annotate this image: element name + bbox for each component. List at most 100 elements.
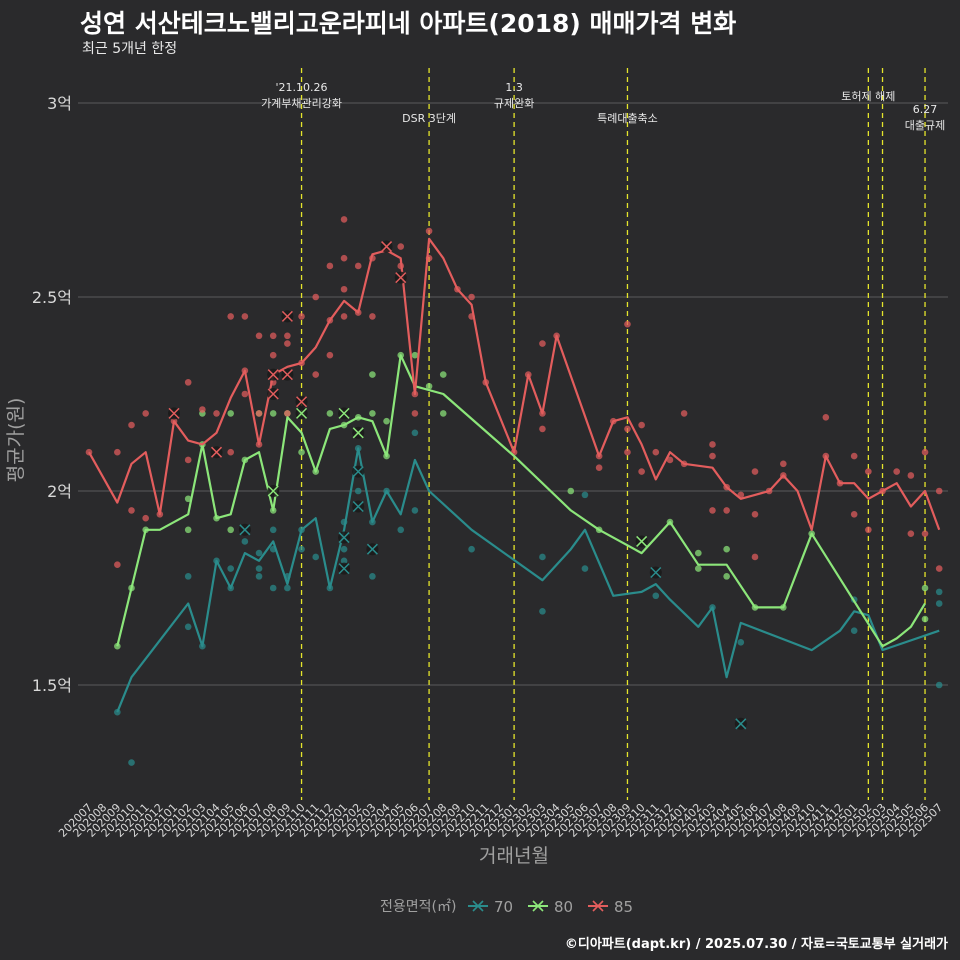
event-label: 1.3 [505,81,523,94]
y-tick-label: 2억 [47,482,72,501]
data-point-85 [680,410,688,417]
data-point-80 [921,584,929,592]
x-markers [168,240,747,730]
data-point-70 [312,553,320,561]
data-point-80 [411,351,419,359]
x-marker-85 [267,388,280,400]
data-point-80 [184,495,192,503]
data-point-80 [369,371,376,378]
data-point-70 [850,627,858,634]
data-point-85 [638,468,645,475]
y-tick-label: 3억 [47,94,72,113]
data-point-70 [539,607,546,615]
event-label: 대출규제 [905,119,945,132]
x-marker-85 [394,271,407,284]
legend-label: 70 [494,898,513,916]
chart-title: 성연 서산테크노밸리고운라피네 아파트(2018) 매매가격 변화 [80,9,737,38]
x-marker-70 [734,717,747,730]
x-marker-cross [239,524,251,536]
data-point-85 [128,507,135,514]
data-point-85 [128,421,135,429]
x-marker-80 [295,407,308,420]
data-point-80 [439,410,447,417]
data-point-70 [369,573,376,580]
event-label: '21.10.26 [276,81,328,94]
data-point-80 [723,545,730,553]
data-point-70 [255,549,263,557]
chart-subtitle: 최근 5개년 한정 [82,41,178,57]
data-point-85 [907,530,915,537]
data-point-85 [284,340,291,347]
series-line-70 [116,447,940,713]
data-point-85 [539,425,546,433]
event-label: 6.27 [913,103,938,116]
x-marker-cross [267,388,279,400]
series-lines [88,237,941,713]
data-point-85 [326,351,334,359]
x-marker-cross [281,369,293,381]
data-point-85 [255,410,263,417]
data-point-80 [269,410,277,417]
data-point-80 [369,410,376,417]
x-marker-80 [267,485,280,497]
data-point-70 [241,538,249,545]
data-point-85 [269,351,277,359]
x-marker-70 [338,531,351,544]
data-point-85 [751,468,759,475]
x-marker-cross [338,532,350,544]
x-marker-70 [352,465,365,478]
data-point-70 [581,491,589,499]
data-point-85 [340,216,348,223]
event-label: 규제완화 [494,97,534,110]
data-point-85 [751,510,759,518]
data-point-70 [468,545,475,553]
legend-x-icon [472,900,484,912]
event-lines [300,68,926,800]
data-point-85 [227,313,234,320]
data-point-85 [425,227,433,235]
data-point-70 [227,565,234,572]
data-point-70 [354,487,362,495]
x-marker-cross [281,310,293,322]
data-point-80 [439,371,447,378]
event-label: DSR 3단계 [402,112,456,125]
data-point-85 [865,526,872,534]
legend-entry-80: 80 [528,898,573,916]
data-point-85 [142,410,149,417]
data-point-85 [340,313,348,320]
data-point-85 [638,421,645,429]
event-label: 가계부채관리강화 [261,97,342,110]
x-marker-cross [296,407,308,419]
y-tick-label: 2.5억 [32,288,72,307]
data-point-85 [241,390,249,398]
data-point-85 [780,460,787,468]
data-point-85 [709,441,716,448]
legend-label: 80 [554,898,573,916]
data-point-80 [921,615,929,623]
data-point-85 [411,410,419,417]
x-marker-cross [168,407,180,419]
data-point-70 [737,639,745,646]
data-point-70 [340,557,348,565]
x-marker-cross [210,446,223,458]
x-marker-cross [267,369,279,381]
data-point-85 [284,332,291,340]
data-point-85 [624,448,631,456]
x-marker-70 [238,523,251,536]
data-point-70 [652,592,660,600]
event-label: 토허제 해제 [841,89,895,103]
x-marker-85 [380,240,393,253]
data-point-85 [241,313,249,320]
x-marker-cross [366,543,378,555]
y-axis-label: 평균가(원) [5,398,27,483]
data-point-85 [624,320,631,328]
x-marker-cross [636,535,648,547]
y-tick-label: 1.5억 [32,676,72,695]
x-marker-cross [735,718,747,730]
data-point-85 [142,514,149,522]
data-point-80 [227,526,234,534]
x-marker-85 [281,310,294,323]
legend: 전용면적(㎡) 70 80 85 [380,898,633,916]
x-marker-cross [352,427,364,439]
